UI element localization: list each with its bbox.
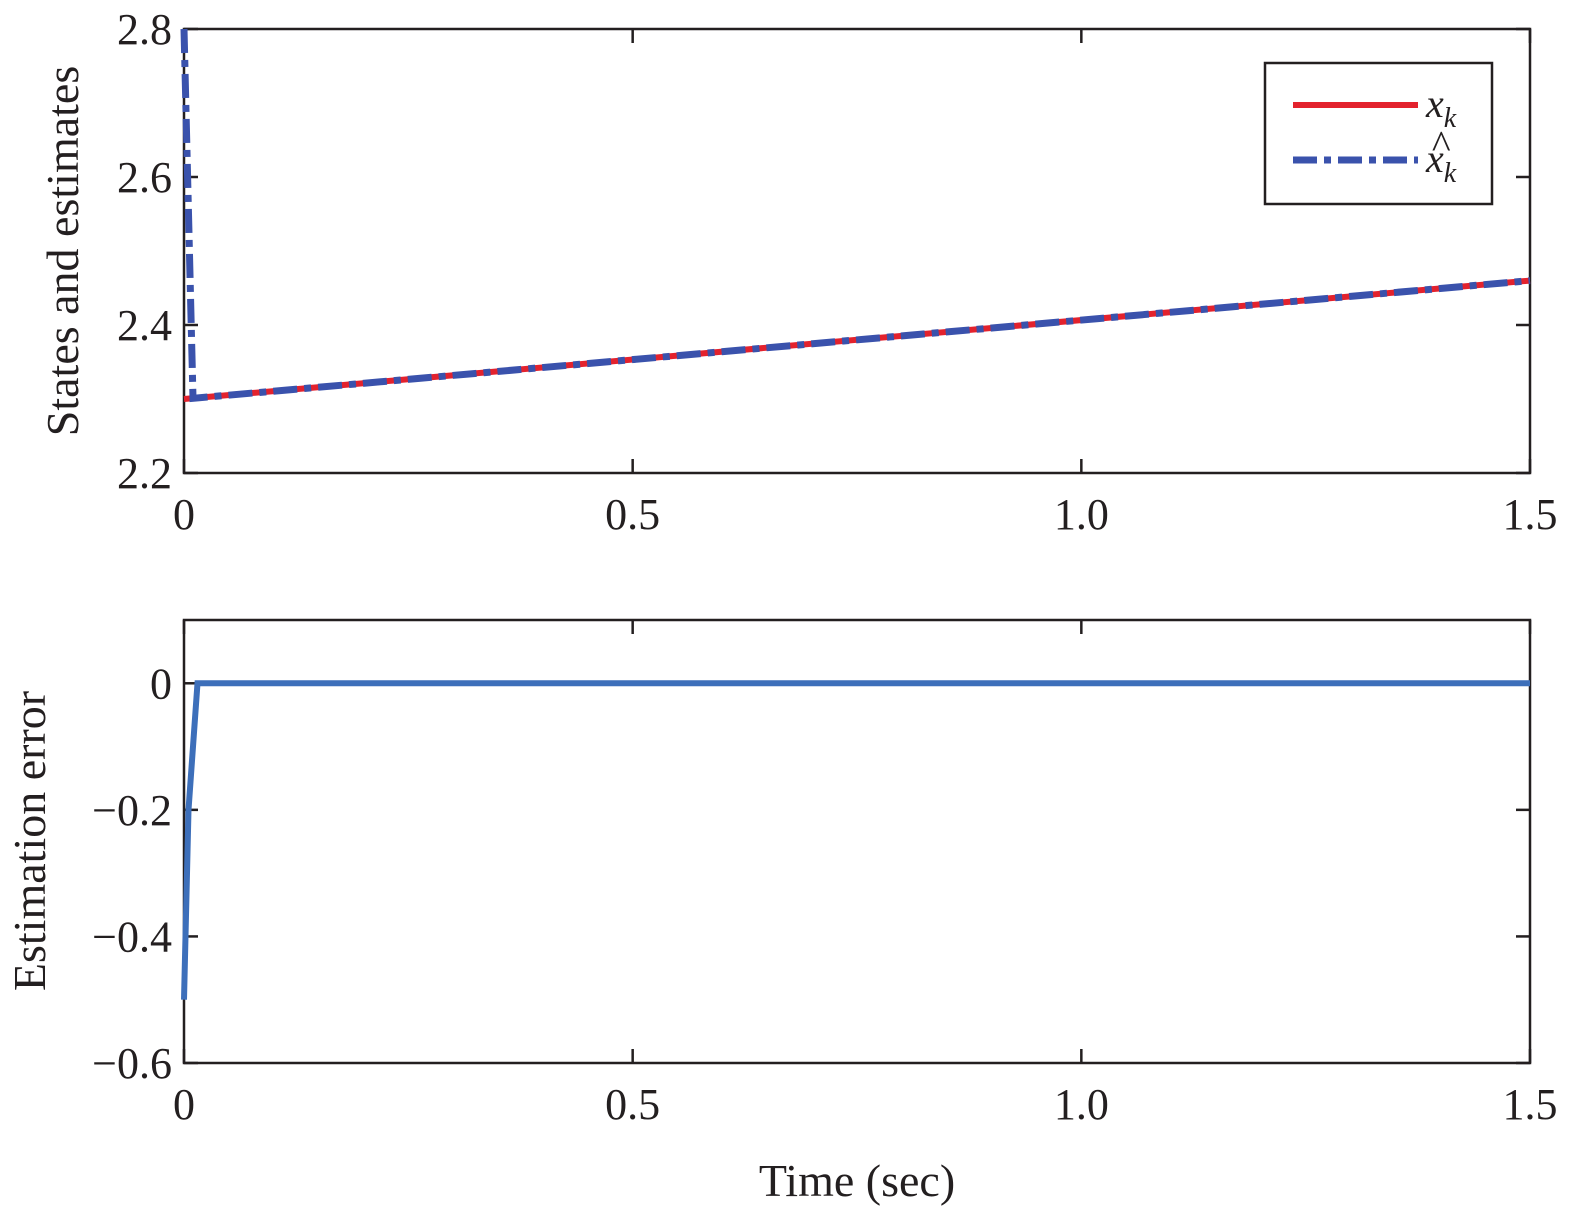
legend-label-estimate: xk: [1425, 136, 1457, 189]
error-line: [181, 680, 1530, 1000]
y-tick-label: −0.4: [92, 912, 172, 961]
error-chart: 0 0.5 1.0 1.5 0 −0.2 −0.4 −0.6 Estimation erro…: [4, 618, 1558, 1206]
x-tick-label: 0: [173, 1080, 195, 1129]
y-tick-label: 2.2: [117, 449, 172, 498]
states-x-tick-labels: 0 0.5 1.0 1.5: [173, 490, 1558, 539]
error-y-axis-label: Estimation error: [4, 691, 55, 991]
legend-hat-mark: ^: [1431, 122, 1451, 167]
error-plot-frame: [182, 618, 1532, 1065]
x-tick-label: 0: [173, 490, 195, 539]
x-tick-label: 1.0: [1054, 490, 1109, 539]
y-tick-label: 2.6: [117, 153, 172, 202]
states-y-tick-labels: 2.2 2.4 2.6 2.8: [117, 5, 172, 498]
states-plot-frame: [182, 27, 1532, 475]
y-tick-label: 0: [150, 659, 172, 708]
x-tick-label: 1.0: [1054, 1080, 1109, 1129]
y-tick-label: 2.8: [117, 5, 172, 54]
states-y-axis-label: States and estimates: [37, 66, 88, 436]
legend: xk ^ xk: [1263, 61, 1494, 206]
legend-label-state: xk: [1425, 81, 1457, 134]
states-series: [180, 28, 1531, 403]
error-y-tick-labels: 0 −0.2 −0.4 −0.6: [92, 659, 172, 1088]
y-tick-label: 2.4: [117, 301, 172, 350]
error-tick-marks: [182, 620, 1532, 1065]
y-tick-label: −0.6: [92, 1039, 172, 1088]
x-tick-label: 1.5: [1503, 1080, 1558, 1129]
estimate-line: [180, 28, 1531, 403]
states-chart: 0 0.5 1.0 1.5 2.2 2.4 2.6 2.8 States and estim…: [37, 5, 1558, 539]
x-axis-label: Time (sec): [759, 1155, 955, 1206]
x-tick-label: 0.5: [605, 490, 660, 539]
y-tick-label: −0.2: [92, 786, 172, 835]
error-series: [181, 680, 1530, 1000]
legend-box: [1263, 61, 1494, 206]
error-x-tick-labels: 0 0.5 1.0 1.5: [173, 1080, 1558, 1129]
x-tick-label: 1.5: [1503, 490, 1558, 539]
x-tick-label: 0.5: [605, 1080, 660, 1129]
